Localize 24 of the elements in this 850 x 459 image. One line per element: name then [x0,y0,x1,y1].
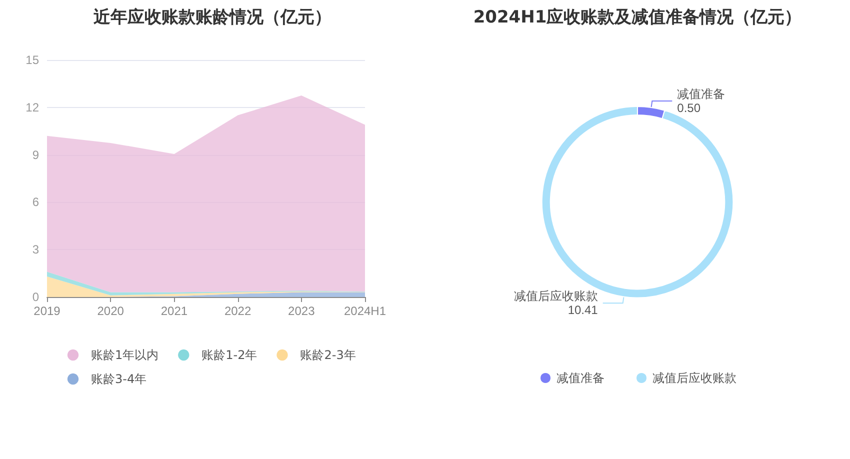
x-tick-label: 2022 [224,304,252,318]
slice-label: 减值准备 [677,87,726,102]
legend-label: 账龄1-2年 [202,348,258,362]
legend-label: 账龄2-3年 [300,348,356,362]
chart-title: 近年应收账款账龄情况（亿元） [92,8,332,28]
legend-label: 账龄1年以内 [91,348,159,362]
data-label: 0.50 [677,101,701,116]
y-tick-label: 0 [32,290,40,304]
legend-label: 账龄3-4年 [91,372,147,386]
y-tick-label: 6 [32,195,40,210]
legend-label: 减值后应收账款 [652,371,736,385]
x-tick-label: 2023 [288,304,316,318]
y-tick-label: 3 [32,242,40,257]
data-label: 10.41 [568,303,598,318]
y-tick-label: 15 [26,53,40,67]
slice-label: 减值后应收账款 [514,289,598,304]
y-tick-label: 9 [32,148,40,162]
x-tick-label: 2021 [160,304,188,318]
x-tick-label: 2020 [97,304,124,318]
legend-label: 减值准备 [556,371,604,385]
y-tick-label: 12 [26,100,40,114]
x-tick-label: 2024H1 [344,304,386,318]
chart-title: 2024H1应收账款及减值准备情况（亿元） [473,8,802,28]
x-tick-label: 2019 [34,304,61,318]
